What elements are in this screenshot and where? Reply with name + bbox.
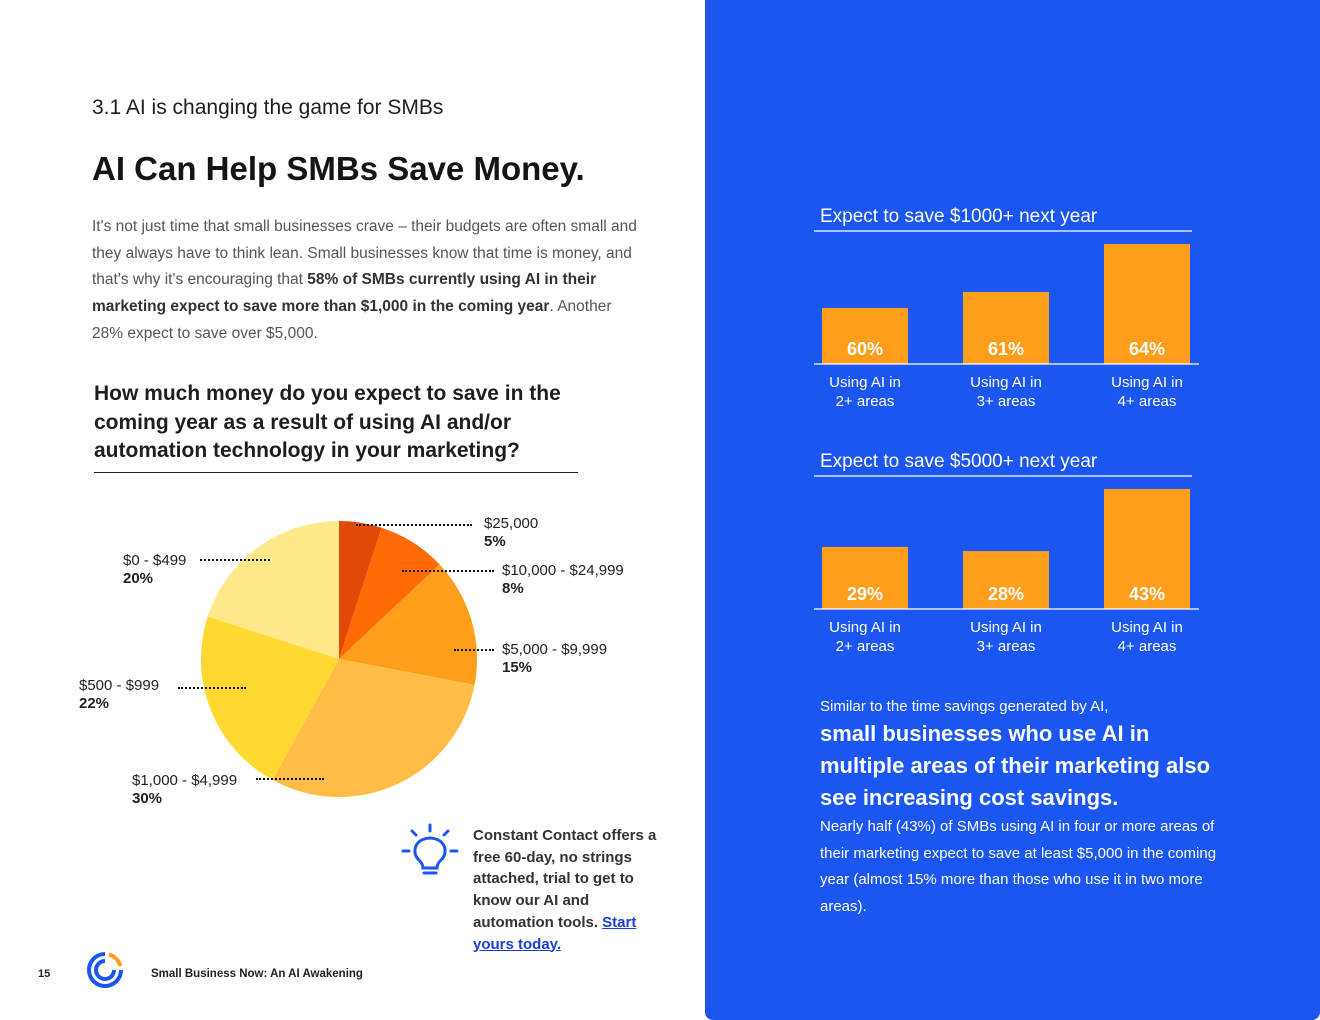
- pie-label-value: 15%: [502, 659, 533, 676]
- lightbulb-icon: [401, 823, 459, 875]
- pie-label-25000: $25,000 5%: [484, 515, 538, 551]
- bar-category-label: Using AI in 4+ areas: [1111, 374, 1183, 410]
- pie-label-1000: $1,000 - $4,999 30%: [132, 772, 237, 808]
- pie-label-10000: $10,000 - $24,999 8%: [502, 562, 624, 598]
- leader-line: [402, 570, 494, 572]
- page-title: AI Can Help SMBs Save Money.: [92, 150, 585, 187]
- bar-category-label: Using AI in 3+ areas: [970, 619, 1042, 655]
- pie-label-5000: $5,000 - $9,999 15%: [502, 641, 607, 677]
- intro-text-1: It's not just time that small businesses…: [92, 218, 637, 289]
- bar-category-label: Using AI in 2+ areas: [829, 374, 901, 410]
- pie-label-text: $25,000: [484, 515, 539, 532]
- pie-label-value: 20%: [123, 570, 154, 587]
- leader-line: [356, 524, 472, 526]
- pie-label-value: 5%: [484, 533, 506, 550]
- pie-label-text: $0 - $499: [123, 552, 187, 569]
- start-trial-link[interactable]: Start yours today.: [473, 913, 637, 953]
- intro-paragraph: It's not just time that small businesses…: [92, 214, 637, 348]
- pie-label-value: 8%: [502, 580, 524, 597]
- pie-label-value: 22%: [79, 695, 110, 712]
- leader-line: [178, 687, 246, 689]
- pie-label-0: $0 - $499 20%: [123, 552, 186, 588]
- pie-slice-3: [272, 659, 475, 798]
- intro-text-bold: 58% of SMBs currently using AI in their …: [92, 271, 597, 316]
- survey-question: How much money do you expect to save in …: [94, 380, 578, 473]
- pie-slice-0: [339, 521, 382, 659]
- bar-0: [822, 308, 908, 364]
- leader-line: [454, 649, 494, 651]
- closing-body: Nearly half (43%) of SMBs using AI in fo…: [820, 818, 1217, 916]
- trial-callout: Constant Contact offers a free 60-day, n…: [473, 825, 673, 955]
- page-number: 15: [38, 968, 51, 980]
- closing-lead: Similar to the time savings generated by…: [820, 698, 1109, 715]
- bar-2: [1104, 489, 1190, 609]
- pie-label-text: $10,000 - $24,999: [502, 562, 624, 579]
- pie-label-text: $1,000 - $4,999: [132, 772, 238, 789]
- savings-pie-chart: [200, 521, 478, 798]
- savings-1000-bar-chart: Expect to save $1000+ next year 60% Using …: [814, 206, 1199, 410]
- bar-value-label: 29%: [847, 584, 883, 604]
- bar-category-label: Using AI in 4+ areas: [1111, 619, 1183, 655]
- bar-chart-title: Expect to save $1000+ next year: [820, 206, 1098, 227]
- bar-value-label: 64%: [1129, 339, 1165, 359]
- bar-value-label: 28%: [988, 584, 1024, 604]
- bar-category-label: Using AI in 3+ areas: [970, 374, 1042, 410]
- section-label: 3.1 AI is changing the game for SMBs: [92, 96, 444, 119]
- bar-chart-title: Expect to save $5000+ next year: [820, 451, 1098, 472]
- blue-panel: [705, 0, 1320, 1020]
- closing-highlight: small businesses who use AI in multiple …: [820, 721, 1211, 810]
- bar-1: [963, 292, 1049, 364]
- pie-slice-1: [339, 527, 440, 659]
- trial-callout-text: Constant Contact offers a free 60-day, n…: [473, 827, 657, 931]
- bar-0: [822, 546, 908, 609]
- pie-slice-4: [200, 616, 339, 780]
- bar-value-label: 61%: [988, 339, 1024, 359]
- pie-label-text: $500 - $999: [79, 677, 160, 694]
- bar-category-label: Using AI in 2+ areas: [829, 619, 901, 655]
- pie-label-500: $500 - $999 22%: [79, 677, 159, 713]
- pie-slice-5: [207, 521, 339, 659]
- pie-label-text: $5,000 - $9,999: [502, 641, 608, 658]
- pie-slice-2: [339, 564, 478, 685]
- savings-5000-bar-chart: Expect to save $5000+ next year 29% Using …: [814, 451, 1199, 655]
- bar-value-label: 60%: [847, 339, 883, 359]
- closing-text: Similar to the time savings generated by…: [820, 696, 1220, 921]
- bar-value-label: 43%: [1129, 584, 1165, 604]
- intro-text-2: . Another 28% expect to save over $5,000…: [92, 298, 612, 342]
- constant-contact-logo-icon: [87, 952, 123, 988]
- footer-title: Small Business Now: An AI Awakening: [151, 968, 363, 980]
- bar-1: [963, 551, 1049, 609]
- leader-line: [200, 559, 270, 561]
- leader-line: [256, 778, 324, 780]
- bar-2: [1104, 244, 1190, 364]
- pie-label-value: 30%: [132, 790, 163, 807]
